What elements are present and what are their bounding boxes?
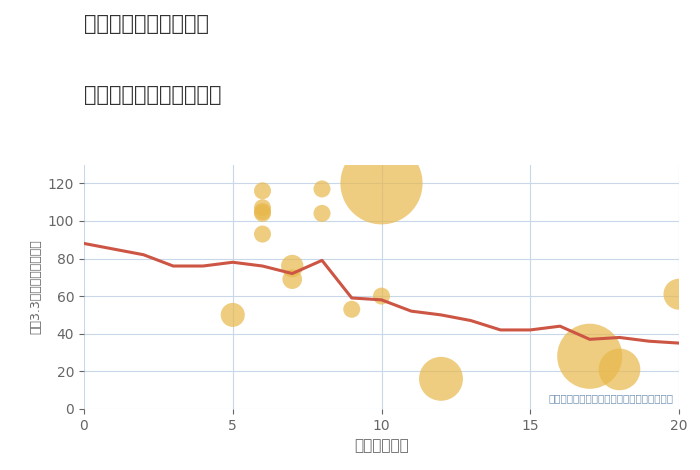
Point: [376, 292, 387, 300]
Text: 愛知県豊川市野口町の: 愛知県豊川市野口町の: [84, 14, 209, 34]
Point: [435, 375, 447, 383]
Point: [257, 204, 268, 212]
Point: [673, 290, 685, 298]
Y-axis label: 坪（3.3㎡）単価（万円）: 坪（3.3㎡）単価（万円）: [29, 239, 42, 334]
Point: [584, 352, 595, 360]
Point: [257, 230, 268, 238]
Point: [287, 262, 298, 270]
Point: [614, 366, 625, 373]
Point: [346, 306, 357, 313]
Point: [257, 187, 268, 195]
Point: [376, 180, 387, 187]
Point: [227, 311, 238, 319]
Text: 駅距離別中古戸建て価格: 駅距離別中古戸建て価格: [84, 85, 221, 105]
Point: [316, 185, 328, 193]
X-axis label: 駅距離（分）: 駅距離（分）: [354, 438, 409, 453]
Point: [316, 210, 328, 217]
Text: 円の大きさは、取引のあった物件面積を示す: 円の大きさは、取引のあった物件面積を示す: [548, 393, 673, 403]
Point: [257, 208, 268, 215]
Point: [257, 210, 268, 217]
Point: [287, 275, 298, 283]
